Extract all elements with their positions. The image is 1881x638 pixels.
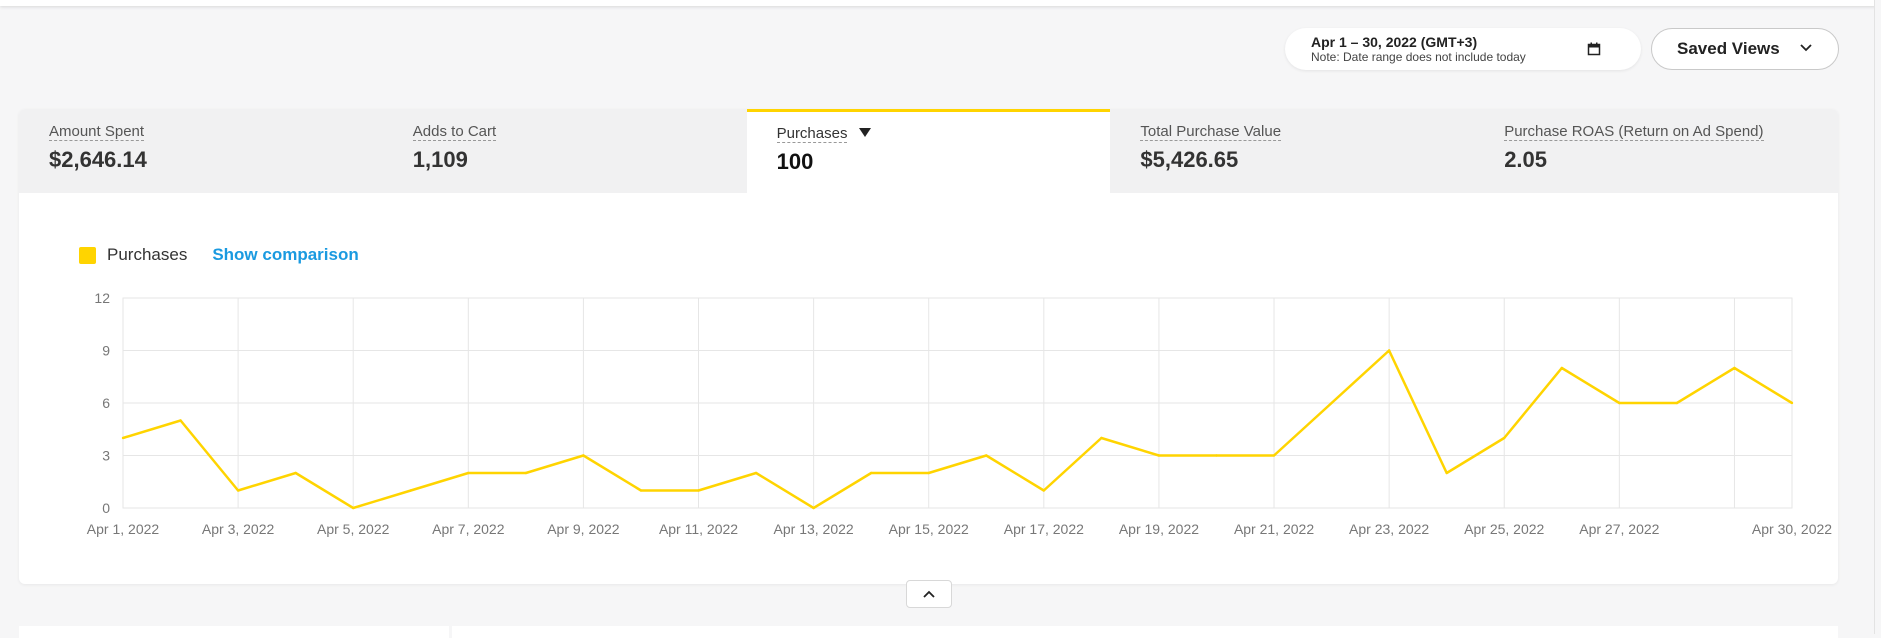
data-point bbox=[409, 489, 412, 492]
x-tick-label: Apr 5, 2022 bbox=[317, 521, 390, 537]
data-point bbox=[927, 471, 930, 475]
data-point bbox=[1618, 401, 1621, 405]
x-tick-label: Apr 25, 2022 bbox=[1464, 521, 1544, 537]
data-point bbox=[1272, 454, 1276, 457]
data-point bbox=[1560, 366, 1563, 370]
chevron-up-icon bbox=[923, 590, 935, 598]
metric-label: Purchases bbox=[776, 125, 848, 143]
top-bar bbox=[0, 0, 1881, 6]
date-range-picker[interactable]: Apr 1 – 30, 2022 (GMT+3) Note: Date rang… bbox=[1285, 28, 1641, 70]
data-point bbox=[812, 506, 815, 510]
data-point bbox=[639, 489, 643, 492]
legend-swatch bbox=[79, 246, 96, 264]
lower-panel-right bbox=[452, 626, 1838, 638]
x-tick-label: Apr 15, 2022 bbox=[889, 521, 969, 537]
x-tick-label: Apr 17, 2022 bbox=[1004, 521, 1084, 537]
tab-purchases[interactable]: Purchases 100 bbox=[746, 109, 1111, 193]
metric-tabs: Amount Spent $2,646.14 Adds to Cart 1,10… bbox=[19, 109, 1838, 193]
tab-adds-to-cart[interactable]: Adds to Cart 1,109 bbox=[383, 109, 747, 193]
x-tick-label: Apr 23, 2022 bbox=[1349, 521, 1429, 537]
y-tick-label: 0 bbox=[102, 500, 110, 516]
lower-panel-left bbox=[19, 626, 449, 638]
data-point bbox=[236, 489, 240, 492]
y-tick-label: 6 bbox=[102, 395, 110, 411]
data-point bbox=[1042, 489, 1046, 492]
data-point bbox=[697, 489, 700, 492]
data-point bbox=[1215, 454, 1218, 457]
purchases-series-line bbox=[122, 349, 1793, 510]
saved-views-dropdown[interactable]: Saved Views bbox=[1651, 28, 1839, 70]
collapse-chart-button[interactable] bbox=[906, 580, 952, 608]
caret-down-icon[interactable] bbox=[859, 128, 872, 137]
metric-label: Amount Spent bbox=[49, 123, 145, 141]
x-tick-label: Apr 30, 2022 bbox=[1752, 521, 1832, 537]
data-point bbox=[869, 471, 873, 475]
chart-legend: Purchases Show comparison bbox=[79, 245, 359, 265]
data-point bbox=[1675, 401, 1679, 405]
purchases-line-chart: 0 3 6 9 12 Apr 1, 2022 Apr 3, 2022 Apr 5, 2022 A… bbox=[87, 290, 1832, 537]
y-tick-label: 9 bbox=[102, 343, 110, 359]
x-tick-label: Apr 1, 2022 bbox=[87, 521, 160, 537]
data-point bbox=[754, 471, 758, 475]
data-point bbox=[1445, 471, 1448, 475]
data-point bbox=[179, 419, 182, 422]
data-point bbox=[352, 506, 355, 510]
data-point bbox=[985, 454, 988, 457]
calendar-icon bbox=[1587, 42, 1601, 56]
data-point bbox=[1733, 366, 1736, 370]
x-tick-label: Apr 21, 2022 bbox=[1234, 521, 1314, 537]
metric-value: 1,109 bbox=[412, 147, 468, 172]
x-tick-label: Apr 11, 2022 bbox=[659, 521, 738, 537]
page-scrollbar[interactable] bbox=[1874, 0, 1881, 634]
x-tick-label: Apr 3, 2022 bbox=[202, 521, 275, 537]
metrics-chart-card: Amount Spent $2,646.14 Adds to Cart 1,10… bbox=[19, 109, 1838, 584]
chevron-down-icon bbox=[1800, 44, 1812, 52]
data-point bbox=[1790, 401, 1794, 405]
data-point bbox=[1503, 436, 1506, 440]
x-tick-label: Apr 19, 2022 bbox=[1119, 521, 1199, 537]
metric-value: 2.05 bbox=[1504, 147, 1548, 172]
metric-value: $2,646.14 bbox=[49, 147, 147, 172]
data-point bbox=[524, 471, 528, 475]
metric-value: $5,426.65 bbox=[1140, 147, 1239, 172]
date-range-note: Note: Date range does not include today bbox=[1311, 50, 1526, 64]
data-point bbox=[294, 471, 297, 475]
metric-label: Adds to Cart bbox=[412, 123, 497, 141]
x-tick-label: Apr 7, 2022 bbox=[432, 521, 505, 537]
x-tick-label: Apr 27, 2022 bbox=[1579, 521, 1659, 537]
data-point bbox=[1387, 349, 1391, 352]
legend-series-name: Purchases bbox=[107, 245, 188, 264]
data-point bbox=[582, 454, 585, 457]
data-point bbox=[121, 436, 125, 440]
y-tick-label: 12 bbox=[94, 290, 110, 306]
metric-label: Purchase ROAS (Return on Ad Spend) bbox=[1504, 123, 1764, 141]
metric-value: 100 bbox=[776, 149, 814, 174]
data-point bbox=[467, 471, 470, 475]
date-range-label: Apr 1 – 30, 2022 (GMT+3) bbox=[1311, 34, 1478, 50]
saved-views-label: Saved Views bbox=[1677, 39, 1780, 58]
tab-amount-spent[interactable]: Amount Spent $2,646.14 bbox=[19, 109, 383, 193]
x-tick-label: Apr 9, 2022 bbox=[547, 521, 620, 537]
metric-label: Total Purchase Value bbox=[1140, 123, 1282, 141]
tab-purchase-roas[interactable]: Purchase ROAS (Return on Ad Spend) 2.05 bbox=[1474, 109, 1838, 193]
data-point bbox=[1100, 436, 1103, 440]
tab-total-purchase-value[interactable]: Total Purchase Value $5,426.65 bbox=[1110, 109, 1474, 193]
data-point bbox=[1157, 454, 1161, 457]
show-comparison-link[interactable]: Show comparison bbox=[212, 245, 359, 264]
x-tick-label: Apr 13, 2022 bbox=[774, 521, 854, 537]
y-tick-label: 3 bbox=[102, 448, 110, 464]
data-point bbox=[1330, 401, 1333, 405]
